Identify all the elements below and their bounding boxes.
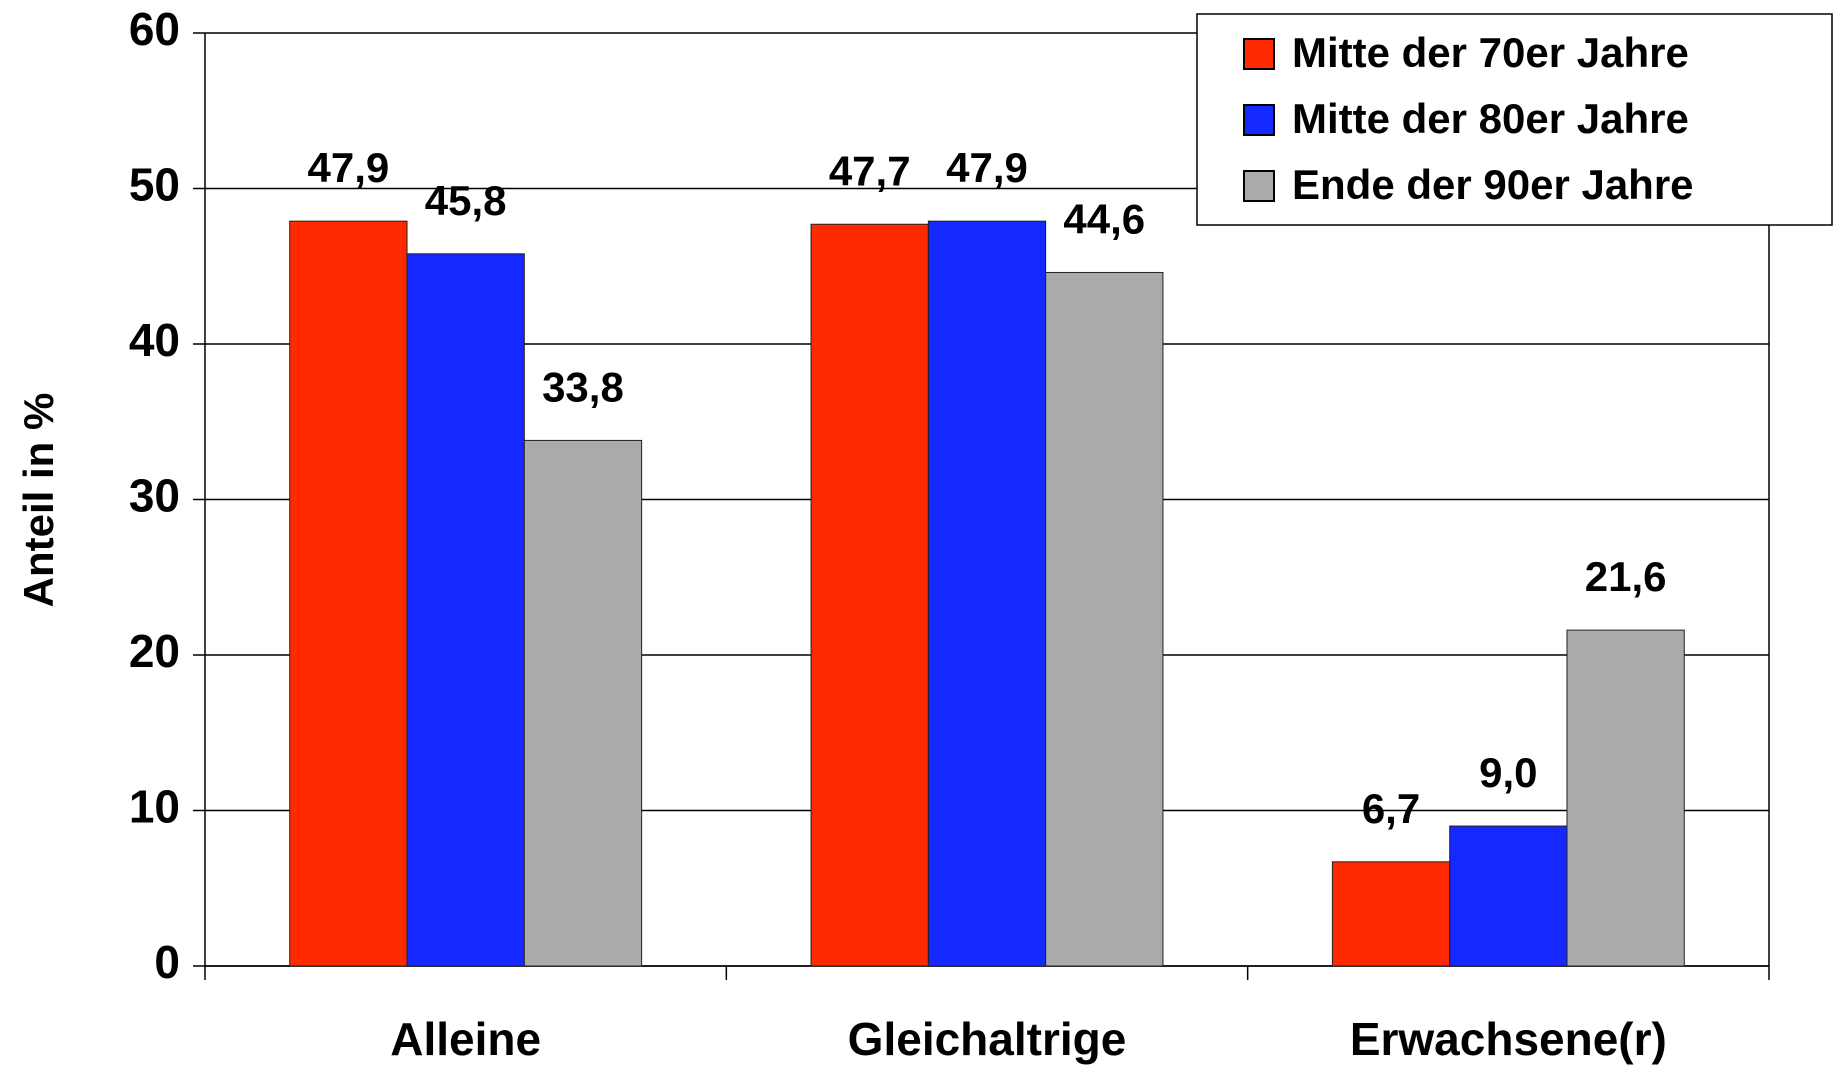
y-tick-label: 30 bbox=[129, 470, 180, 522]
value-label: 6,7 bbox=[1362, 785, 1420, 832]
legend-swatch bbox=[1243, 38, 1275, 70]
legend-label: Mitte der 80er Jahre bbox=[1292, 95, 1689, 142]
y-tick-label: 50 bbox=[129, 159, 180, 211]
value-label: 47,9 bbox=[307, 144, 389, 191]
value-label: 33,8 bbox=[542, 364, 624, 411]
value-label: 45,8 bbox=[425, 177, 507, 224]
bar bbox=[1045, 271, 1164, 967]
x-tick-label: Gleichaltrige bbox=[848, 1013, 1127, 1065]
y-tick-label: 20 bbox=[129, 625, 180, 677]
bar bbox=[810, 223, 929, 967]
y-tick-label: 0 bbox=[154, 936, 180, 988]
value-label: 47,9 bbox=[946, 144, 1028, 191]
x-tick-label: Erwachsene(r) bbox=[1350, 1013, 1667, 1065]
bar bbox=[1566, 629, 1685, 967]
y-axis-title: Anteil in % bbox=[15, 393, 62, 608]
value-label: 21,6 bbox=[1585, 553, 1667, 600]
legend-box bbox=[1196, 13, 1833, 226]
value-label: 9,0 bbox=[1479, 749, 1537, 796]
bar bbox=[289, 220, 408, 967]
legend-swatch bbox=[1243, 104, 1275, 136]
bar bbox=[927, 220, 1047, 967]
y-tick-label: 40 bbox=[129, 314, 180, 366]
bar bbox=[1449, 825, 1568, 967]
bar bbox=[523, 439, 643, 967]
bar bbox=[406, 253, 525, 967]
y-tick-label: 60 bbox=[129, 3, 180, 55]
value-label: 47,7 bbox=[829, 147, 911, 194]
legend-label: Ende der 90er Jahre bbox=[1292, 161, 1694, 208]
value-label: 44,6 bbox=[1063, 196, 1145, 243]
x-tick-label: Alleine bbox=[390, 1013, 541, 1065]
y-tick-label: 10 bbox=[129, 781, 180, 833]
legend-label: Mitte der 70er Jahre bbox=[1292, 29, 1689, 76]
bar bbox=[1331, 861, 1451, 967]
legend-swatch bbox=[1243, 170, 1275, 202]
